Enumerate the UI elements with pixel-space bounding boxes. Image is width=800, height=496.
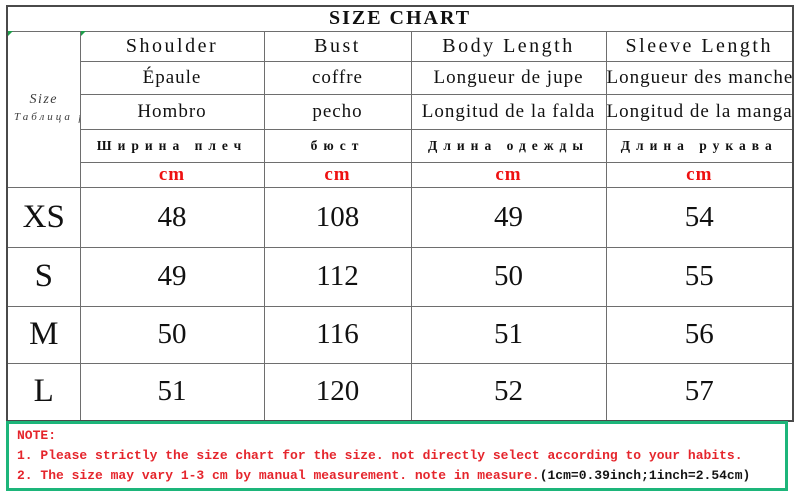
col-header-sleeve-length-en: Sleeve Length: [605, 30, 794, 62]
col-header-shoulder-es: Hombro: [79, 93, 265, 130]
value-cell-sleeve-length: 54: [605, 186, 794, 248]
note-heading: NOTE:: [17, 428, 57, 443]
chart-title: SIZE CHART: [6, 5, 794, 32]
col-header-sleeve-length-ru: Длина рукава: [605, 128, 794, 163]
value-cell-body-length: 51: [410, 305, 607, 364]
col-header-body-length-ru: Длина одежды: [410, 128, 607, 163]
unit-label-sleeve-length: cm: [605, 161, 794, 188]
col-header-body-length-es: Longitud de la falda: [410, 93, 607, 130]
value-cell-shoulder: 50: [79, 305, 265, 364]
col-header-shoulder-en: Shoulder: [79, 30, 265, 62]
green-corner-marker: [81, 31, 86, 36]
table-row-s: S 49 112 50 55: [6, 246, 794, 307]
col-header-shoulder-ru: Ширина плеч: [79, 128, 265, 163]
col-header-bust-en: Bust: [263, 30, 412, 62]
col-header-bust-fr: coffre: [263, 60, 412, 95]
col-header-bust-es: pecho: [263, 93, 412, 130]
unit-label-shoulder: cm: [79, 161, 265, 188]
size-name-cell: XS: [6, 186, 81, 248]
col-header-body-length-en: Body Length: [410, 30, 607, 62]
col-header-shoulder-fr: Épaule: [79, 60, 265, 95]
value-cell-shoulder: 49: [79, 246, 265, 307]
size-name-cell: S: [6, 246, 81, 307]
value-cell-body-length: 50: [410, 246, 607, 307]
note-line-2-red: 2. The size may vary 1-3 cm by manual me…: [17, 468, 540, 483]
size-label-en: Size: [29, 91, 59, 107]
value-cell-sleeve-length: 56: [605, 305, 794, 364]
unit-label-bust: cm: [263, 161, 412, 188]
size-name-cell: L: [6, 362, 81, 422]
col-header-sleeve-length-es: Longitud de la manga: [605, 93, 794, 130]
green-corner-marker: [8, 31, 13, 36]
value-cell-bust: 116: [263, 305, 412, 364]
value-cell-shoulder: 51: [79, 362, 265, 422]
note-line-1: 1. Please strictly the size chart for th…: [17, 448, 743, 463]
note-box: NOTE: 1. Please strictly the size chart …: [6, 421, 788, 491]
value-cell-sleeve-length: 55: [605, 246, 794, 307]
col-header-body-length-fr: Longueur de jupe: [410, 60, 607, 95]
size-column-header: Size Таблица размеров: [6, 30, 81, 188]
col-header-bust-ru: бюст: [263, 128, 412, 163]
value-cell-body-length: 49: [410, 186, 607, 248]
value-cell-shoulder: 48: [79, 186, 265, 248]
value-cell-bust: 108: [263, 186, 412, 248]
note-line-2-conversion: (1cm=0.39inch;1inch=2.54cm): [539, 468, 751, 483]
table-row-xs: XS 48 108 49 54: [6, 186, 794, 248]
size-label-ru: Таблица размеров: [14, 110, 79, 123]
unit-label-body-length: cm: [410, 161, 607, 188]
col-header-sleeve-length-fr: Longueur des manches: [605, 60, 794, 95]
table-row-l: L 51 120 52 57: [6, 362, 794, 422]
size-name-cell: M: [6, 305, 81, 364]
size-chart-table: SIZE CHART Size Таблица размеров Shoulde…: [6, 5, 795, 422]
value-cell-bust: 112: [263, 246, 412, 307]
value-cell-sleeve-length: 57: [605, 362, 794, 422]
note-line-2: 2. The size may vary 1-3 cm by manual me…: [17, 466, 777, 486]
value-cell-body-length: 52: [410, 362, 607, 422]
value-cell-bust: 120: [263, 362, 412, 422]
table-row-m: M 50 116 51 56: [6, 305, 794, 364]
